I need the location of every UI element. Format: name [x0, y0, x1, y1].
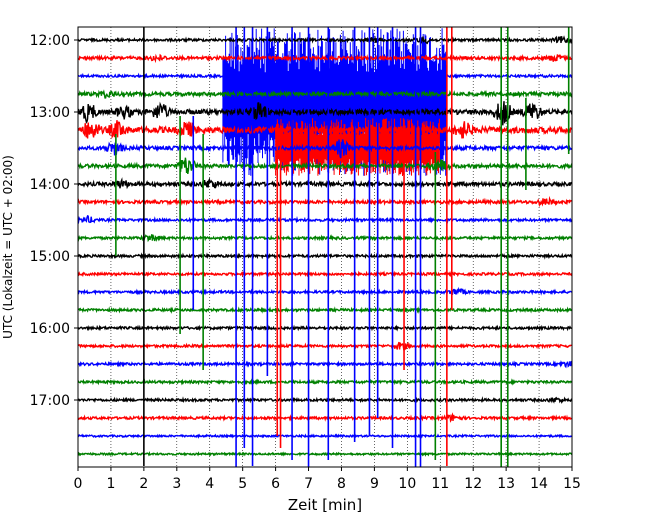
x-tick-label-8: 8 — [337, 476, 346, 492]
trace-row-1300 — [78, 101, 572, 126]
burst-1 — [275, 28, 448, 176]
trace-row-1715 — [78, 412, 572, 423]
x-tick-label-2: 2 — [139, 476, 148, 492]
y-tick-label-1400: 14:00 — [30, 177, 70, 193]
x-tick-label-5: 5 — [238, 476, 247, 492]
x-tick-label-0: 0 — [74, 476, 83, 492]
trace-row-1445 — [78, 234, 572, 243]
x-tick-label-9: 9 — [370, 476, 379, 492]
x-tick-label-13: 13 — [497, 476, 515, 492]
trace-row-1730 — [78, 433, 572, 439]
trace-row-1630 — [78, 359, 572, 369]
y-tick-label-1300: 13:00 — [30, 105, 70, 121]
x-tick-label-11: 11 — [431, 476, 449, 492]
x-tick-label-12: 12 — [464, 476, 482, 492]
x-tick-label-7: 7 — [304, 476, 313, 492]
trace-row-1215 — [78, 53, 572, 64]
y-axis-label: UTC (Lokalzeit = UTC + 02:00) — [1, 155, 15, 339]
trace-row-1745 — [78, 450, 572, 457]
trace-row-1415 — [78, 195, 572, 208]
trace-row-1330 — [78, 139, 572, 159]
trace-row-1645 — [78, 378, 572, 386]
trace-row-1430 — [78, 215, 572, 224]
y-axis-ticks: 12:00 13:00 14:00 15:00 16:00 17:00 — [30, 33, 78, 409]
trace-layer — [78, 27, 572, 467]
trace-row-1400 — [78, 177, 572, 190]
y-tick-label-1200: 12:00 — [30, 33, 70, 49]
trace-row-1545 — [78, 306, 572, 314]
trace-row-1345 — [78, 157, 572, 175]
x-tick-label-10: 10 — [398, 476, 416, 492]
trace-row-1515 — [78, 270, 572, 278]
x-tick-label-4: 4 — [205, 476, 214, 492]
x-tick-label-14: 14 — [530, 476, 548, 492]
plot-frame — [77, 26, 573, 468]
trace-row-1615 — [78, 341, 572, 351]
trace-row-1230 — [78, 72, 572, 80]
x-tick-label-1: 1 — [106, 476, 115, 492]
x-axis-label: Zeit [min] — [288, 496, 362, 514]
x-tick-label-6: 6 — [271, 476, 280, 492]
trace-row-1600 — [78, 324, 572, 332]
y-tick-label-1600: 16:00 — [30, 321, 70, 337]
trace-row-1245 — [78, 89, 572, 99]
y-tick-label-1500: 15:00 — [30, 249, 70, 265]
trace-row-1200 — [78, 35, 572, 45]
trace-row-1315 — [78, 120, 572, 139]
trace-row-1700 — [78, 396, 572, 405]
trace-row-1530 — [78, 286, 572, 296]
x-tick-label-15: 15 — [563, 476, 581, 492]
trace-row-1500 — [78, 252, 572, 260]
x-tick-label-3: 3 — [172, 476, 181, 492]
y-tick-label-1700: 17:00 — [30, 393, 70, 409]
x-axis-ticks: 0 1 2 3 4 5 6 7 8 9 10 11 12 13 14 15 — [74, 467, 581, 492]
